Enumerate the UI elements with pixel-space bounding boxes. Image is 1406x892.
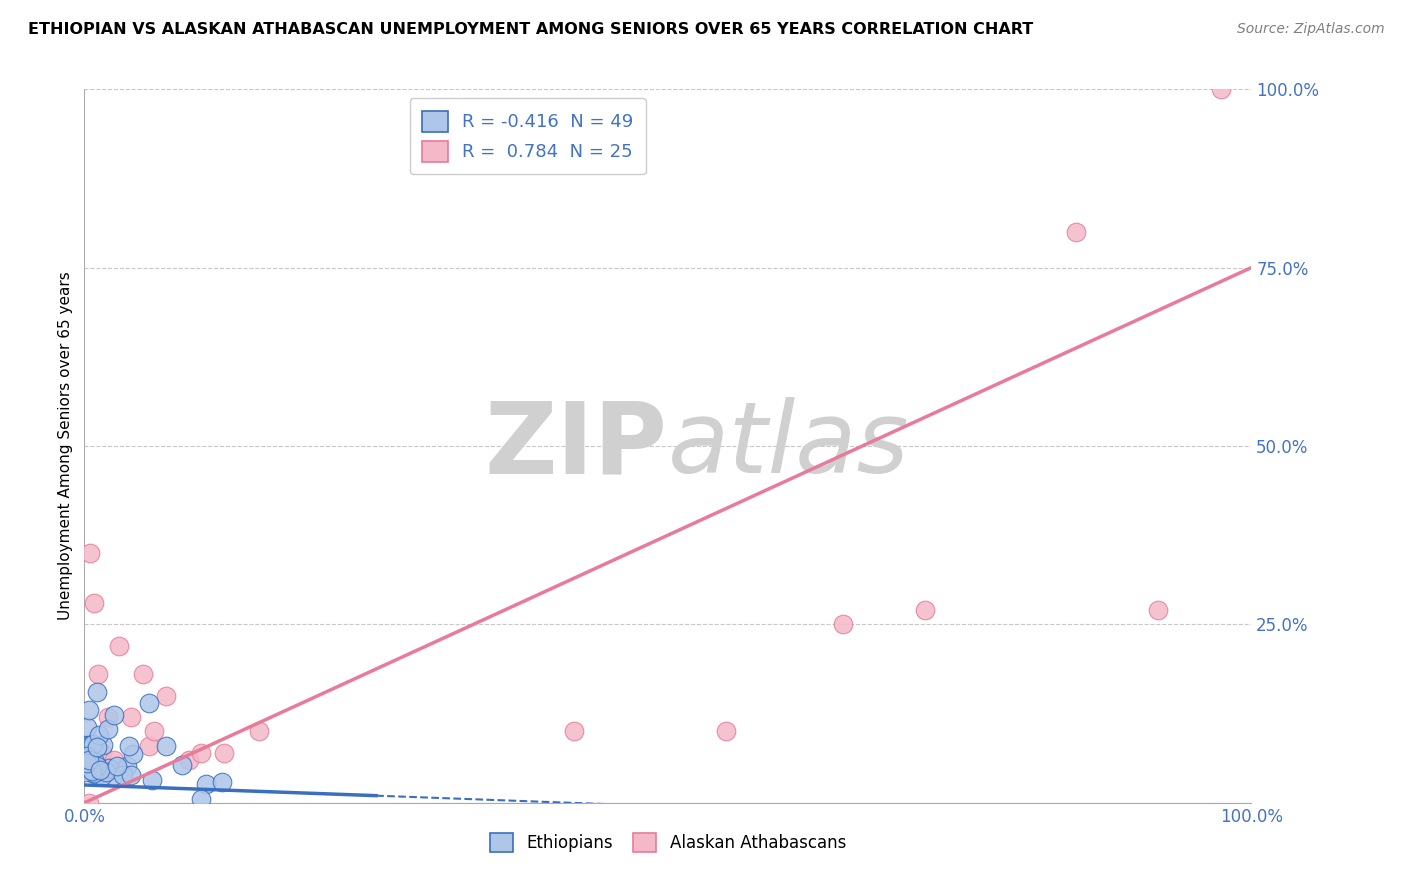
Point	[83, 755, 105, 769]
Point	[83, 766, 105, 780]
Point	[76, 720, 98, 734]
Point	[89, 764, 111, 778]
Point	[211, 775, 233, 789]
Point	[80, 747, 103, 762]
Point	[118, 739, 141, 754]
Point	[91, 738, 114, 752]
Point	[190, 746, 212, 760]
Point	[98, 761, 121, 775]
Point	[76, 764, 98, 778]
Point	[86, 739, 108, 754]
Point	[76, 756, 98, 770]
Point	[77, 796, 100, 810]
Point	[89, 728, 111, 742]
Text: ZIP: ZIP	[485, 398, 668, 494]
Point	[564, 724, 586, 739]
Point	[716, 724, 738, 739]
Point	[832, 617, 855, 632]
Point	[77, 753, 100, 767]
Point	[80, 764, 103, 778]
Point	[141, 773, 163, 788]
Legend: Ethiopians, Alaskan Athabascans: Ethiopians, Alaskan Athabascans	[484, 826, 852, 859]
Point	[90, 769, 112, 783]
Point	[80, 738, 103, 752]
Y-axis label: Unemployment Among Seniors over 65 years: Unemployment Among Seniors over 65 years	[58, 272, 73, 620]
Point	[86, 768, 108, 782]
Point	[82, 766, 104, 780]
Point	[120, 710, 142, 724]
Point	[132, 667, 155, 681]
Point	[94, 764, 117, 779]
Point	[190, 792, 212, 806]
Point	[103, 708, 125, 723]
Point	[86, 764, 108, 779]
Point	[103, 753, 125, 767]
Point	[90, 746, 112, 760]
Point	[76, 758, 98, 772]
Point	[97, 710, 120, 724]
Point	[155, 689, 177, 703]
Point	[138, 696, 160, 710]
Point	[111, 768, 134, 782]
Point	[194, 777, 217, 791]
Point	[105, 759, 128, 773]
Point	[73, 765, 96, 780]
Point	[79, 703, 101, 717]
Point	[914, 603, 936, 617]
Point	[77, 762, 100, 776]
Point	[75, 761, 97, 775]
Text: Source: ZipAtlas.com: Source: ZipAtlas.com	[1237, 22, 1385, 37]
Point	[108, 639, 131, 653]
Point	[76, 749, 98, 764]
Point	[1209, 82, 1232, 96]
Point	[1066, 225, 1088, 239]
Point	[172, 758, 194, 772]
Point	[122, 747, 145, 762]
Point	[1147, 603, 1170, 617]
Point	[86, 685, 108, 699]
Point	[82, 737, 104, 751]
Point	[76, 738, 98, 752]
Point	[179, 753, 201, 767]
Point	[76, 756, 98, 770]
Text: atlas: atlas	[668, 398, 910, 494]
Point	[214, 746, 236, 760]
Point	[86, 759, 108, 773]
Point	[143, 724, 166, 739]
Point	[155, 739, 177, 753]
Point	[75, 753, 97, 767]
Point	[87, 667, 110, 681]
Point	[73, 741, 96, 756]
Text: ETHIOPIAN VS ALASKAN ATHABASCAN UNEMPLOYMENT AMONG SENIORS OVER 65 YEARS CORRELA: ETHIOPIAN VS ALASKAN ATHABASCAN UNEMPLOY…	[28, 22, 1033, 37]
Point	[83, 596, 105, 610]
Point	[77, 738, 100, 752]
Point	[79, 546, 101, 560]
Point	[115, 759, 138, 773]
Point	[101, 769, 124, 783]
Point	[138, 739, 160, 753]
Point	[249, 724, 271, 739]
Point	[76, 753, 98, 767]
Point	[120, 768, 142, 782]
Point	[97, 723, 120, 737]
